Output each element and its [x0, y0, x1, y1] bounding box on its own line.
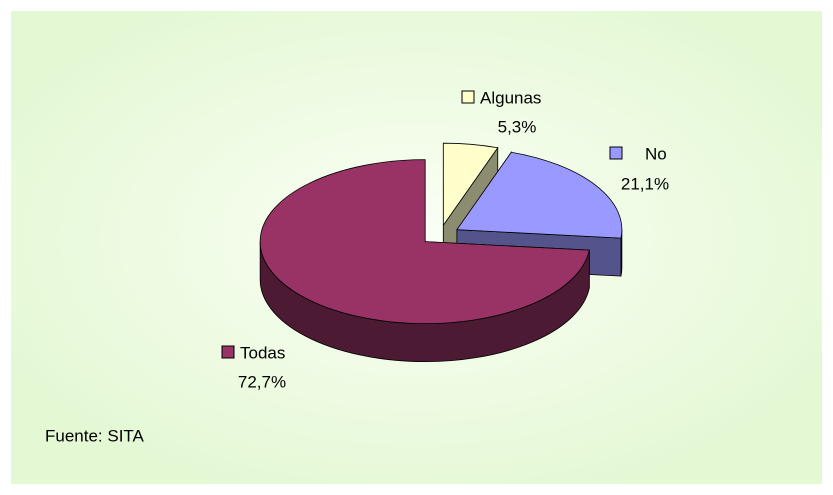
- value-label: 72,7%: [238, 372, 286, 391]
- legend-swatch: [461, 90, 475, 104]
- value-label: 21,1%: [621, 174, 669, 193]
- category-label: Algunas: [480, 88, 541, 107]
- pie-slice: [456, 151, 623, 239]
- pie-slice: [259, 159, 590, 325]
- pie-slice: [442, 142, 499, 227]
- category-label: No: [645, 144, 667, 163]
- legend-swatch: [221, 345, 235, 359]
- value-label: 5,3%: [498, 117, 537, 136]
- source-note: Fuente: SITA: [45, 426, 145, 445]
- category-label: Todas: [240, 343, 285, 362]
- legend-swatch: [609, 146, 623, 160]
